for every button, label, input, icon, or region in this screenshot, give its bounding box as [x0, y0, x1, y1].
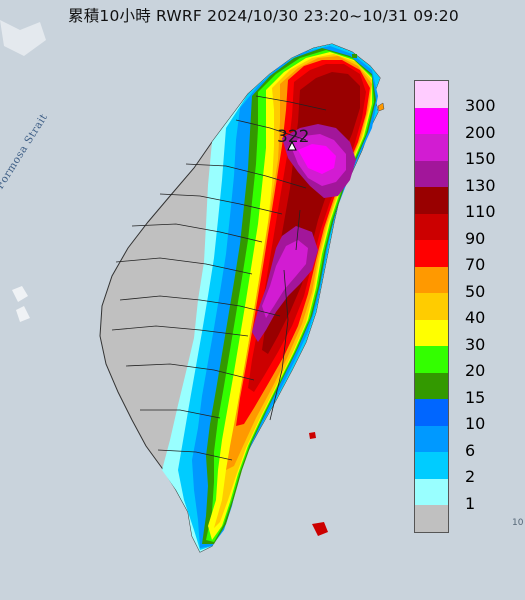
legend-label: 40	[465, 308, 486, 327]
legend-swatch	[415, 505, 448, 532]
legend-label: 90	[465, 228, 486, 248]
legend-swatch	[415, 107, 448, 134]
legend-swatch	[415, 319, 448, 346]
max-rain-marker	[287, 140, 297, 151]
island-penghu-2	[16, 306, 30, 322]
island-green	[352, 54, 357, 58]
legend-label: 200	[465, 122, 496, 142]
legend-color-bar	[414, 80, 449, 533]
legend-label: 30	[465, 334, 486, 354]
county-boundaries	[111, 95, 327, 461]
map-title: 累積10小時 RWRF 2024/10/30 23:20~10/31 09:20	[68, 7, 459, 25]
legend-swatch	[415, 346, 448, 373]
legend-label: 6	[465, 440, 476, 460]
legend-label: 70	[465, 255, 486, 274]
island-guishan	[377, 102, 385, 112]
legend-label: 2	[465, 467, 476, 486]
legend-label: 50	[465, 281, 486, 301]
corner-label: 10	[512, 518, 524, 528]
legend-swatch	[415, 399, 448, 426]
legend-label: 150	[465, 149, 496, 168]
legend-swatch	[415, 425, 448, 452]
max-rainfall-label: 322	[277, 127, 310, 147]
legend-label: 110	[465, 202, 496, 221]
legend-swatch	[415, 240, 448, 267]
legend-swatch	[415, 372, 448, 399]
legend-swatch	[415, 452, 448, 479]
legend-swatch	[415, 187, 448, 214]
legend-swatch	[415, 213, 448, 240]
island-orchid-island	[312, 522, 328, 536]
legend-label: 20	[465, 361, 486, 380]
legend-label: 15	[465, 387, 486, 407]
legend-swatch	[415, 160, 448, 187]
legend-label: 130	[465, 175, 496, 195]
island-green-island	[309, 432, 316, 439]
legend-swatch	[415, 293, 448, 320]
legend-swatch	[415, 134, 448, 161]
legend-label: 300	[465, 96, 496, 115]
rain-band-200mm	[298, 144, 336, 174]
legend-swatch	[415, 266, 448, 293]
legend-swatch	[415, 478, 448, 505]
legend-swatch	[415, 81, 448, 108]
legend-label: 10	[465, 414, 486, 433]
island-penghu	[12, 286, 28, 302]
legend-label: 1	[465, 493, 476, 513]
cloud-patch	[0, 20, 46, 56]
